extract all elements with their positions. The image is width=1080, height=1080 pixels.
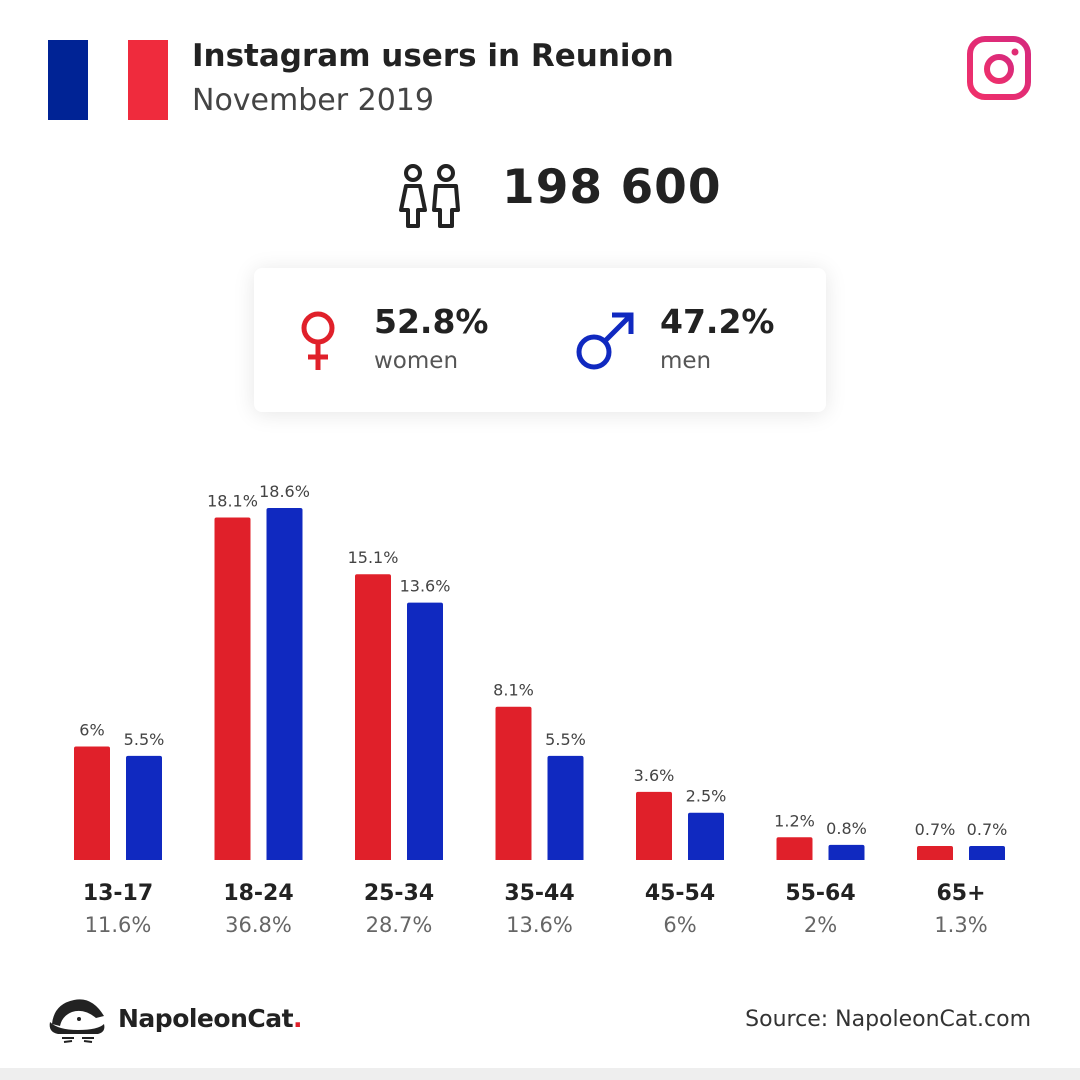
brand-dot: . [293,1004,303,1033]
age-group-total: 28.7% [366,913,433,937]
bar-women [355,574,391,860]
age-group-label: 65+ [936,881,985,906]
age-group-label: 55-64 [785,881,855,906]
bar-value-label-women: 8.1% [493,681,534,700]
instagram-icon [967,36,1031,100]
bar-value-label-women: 3.6% [634,766,675,785]
page-title: Instagram users in Reunion [192,38,674,74]
flag-stripe-blue [48,40,88,120]
age-group-label: 18-24 [223,881,293,906]
age-group-label: 25-34 [364,881,434,906]
age-group-label: 13-17 [83,881,153,906]
brand-name-text: NapoleonCat [118,1004,294,1033]
brand-name: NapoleonCat. [118,1004,303,1033]
women-percent: 52.8% [374,302,489,341]
flag-stripe-white [88,40,128,120]
bar-women [776,837,813,860]
age-gender-bar-chart: 6% 5.5% 13-17 11.6% 18.1% 18.6% 18-24 36.8% 15.1… [74,482,1008,937]
bar-value-label-women: 6% [79,720,104,739]
men-label: men [660,348,712,374]
bar-women [917,846,953,860]
bar-women [74,746,110,860]
bar-value-label-men: 5.5% [545,730,586,749]
age-group-total: 6% [663,913,696,937]
age-group-label: 45-54 [645,881,715,906]
bar-value-label-men: 5.5% [124,730,165,749]
bar-men [688,812,724,860]
bar-women [495,706,532,860]
age-group-label: 35-44 [504,881,574,906]
women-label: women [374,348,459,374]
bottom-strip [0,1068,1080,1080]
bar-value-label-women: 18.1% [207,491,258,510]
bar-women [214,517,251,860]
male-symbol-icon [576,312,634,370]
bar-value-label-men: 0.7% [967,820,1008,839]
napoleoncat-logo-icon [49,999,105,1043]
bar-men [828,844,865,860]
bar-women [636,791,672,860]
age-group-total: 2% [804,913,837,937]
bar-men [969,846,1005,860]
total-users-value: 198 600 [502,160,722,215]
bar-value-label-men: 13.6% [400,577,451,596]
people-icon [399,164,460,228]
bar-men [407,602,443,860]
age-group-total: 13.6% [506,913,573,937]
bar-men [126,755,162,860]
age-group-total: 1.3% [934,913,987,937]
source-credit: Source: NapoleonCat.com [745,1007,1031,1032]
bar-value-label-women: 15.1% [348,548,399,567]
bar-value-label-men: 18.6% [259,482,310,501]
female-symbol-icon [301,311,335,370]
flag-stripe-red [128,40,168,120]
bar-men [547,755,584,860]
bar-men [266,508,303,860]
bar-value-label-women: 0.7% [915,820,956,839]
page-subtitle: November 2019 [192,83,434,118]
france-flag [48,40,168,120]
bar-value-label-men: 0.8% [826,819,867,838]
bar-value-label-women: 1.2% [774,811,815,830]
men-percent: 47.2% [660,302,775,341]
bar-value-label-men: 2.5% [686,787,727,806]
age-group-total: 11.6% [85,913,152,937]
gender-card: 52.8% women 47.2% men [254,268,826,412]
age-group-total: 36.8% [225,913,292,937]
